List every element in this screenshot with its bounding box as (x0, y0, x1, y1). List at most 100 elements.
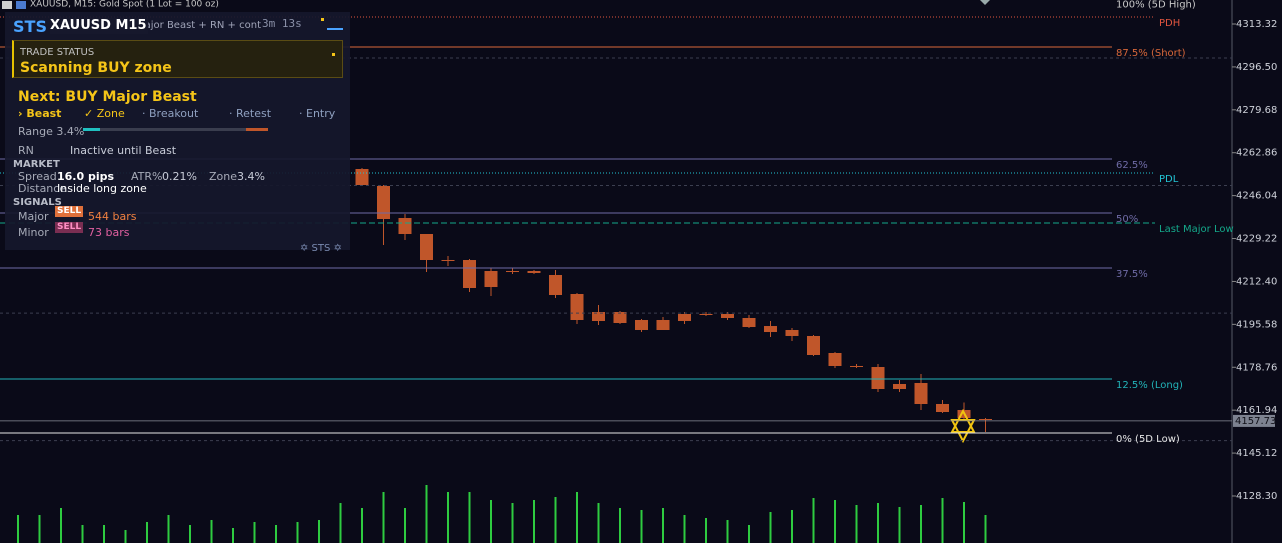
volume-bar (791, 510, 793, 543)
major-label: Major (18, 210, 49, 223)
panel-logo: STS (13, 17, 47, 36)
window-icon (16, 1, 26, 9)
minimize-button[interactable] (327, 28, 343, 30)
volume-bar (576, 492, 578, 543)
fib-label: 12.5% (Long) (1116, 380, 1183, 391)
range-marker (246, 128, 268, 131)
range-label: Range 3.4% (18, 125, 85, 138)
candle-body (807, 335, 820, 355)
volume-bar (425, 485, 428, 543)
candle-body (893, 383, 906, 389)
volume-bar (748, 525, 750, 543)
volume-bar (275, 525, 277, 543)
chart-title: XAUUSD, M15: Gold Spot (1 Lot = 100 oz) (30, 0, 219, 10)
key-level-label: Last Major Low (1159, 224, 1234, 235)
step: ✓ Zone (84, 107, 125, 120)
y-tick-label: 4262.86 (1236, 148, 1277, 159)
volume-bar (447, 492, 449, 543)
panel-symbol: XAUUSD M15 (50, 18, 148, 34)
distance-label: Distance (18, 182, 67, 195)
step: › Beast (18, 107, 62, 120)
rn-value: Inactive until Beast (70, 144, 177, 157)
volume-bar (705, 518, 707, 543)
step: · Breakout (142, 107, 199, 120)
window-icon (2, 1, 12, 9)
y-tick-label: 4161.94 (1236, 405, 1277, 416)
volume-bar (640, 510, 643, 543)
volume-bar (533, 500, 535, 543)
status-box: TRADE STATUS Scanning BUY zone (12, 40, 343, 78)
volume-bar (812, 498, 815, 543)
volume-bar (38, 515, 41, 543)
step: · Retest (229, 107, 272, 120)
status-panel: STS Major Beast + RN + cont XAUUSD M15 3… (5, 12, 350, 254)
candle-body (549, 274, 562, 295)
star-triangle (950, 419, 976, 444)
volume-bar (877, 503, 879, 543)
volume-bar (468, 492, 471, 543)
star-triangle (950, 408, 976, 433)
fib-label: 62.5% (1116, 160, 1148, 171)
candle-body (613, 312, 627, 324)
candle-body (506, 270, 519, 273)
fib-label: 87.5% (Short) (1116, 48, 1186, 59)
y-tick-label: 4195.58 (1236, 319, 1277, 330)
range-track (83, 128, 268, 131)
candle-body (656, 319, 670, 330)
volume-bar (60, 508, 62, 543)
last-price-box (1233, 414, 1275, 427)
candle-body (570, 293, 584, 320)
candle-body (678, 313, 691, 321)
volume-bar (855, 505, 858, 543)
panel-mode: Major Beast + RN + cont (136, 20, 261, 31)
candle-body (979, 418, 992, 420)
volume-bar (834, 500, 836, 543)
range-fill (83, 128, 100, 131)
candle-body (355, 169, 369, 185)
volume-bar (253, 522, 256, 543)
volume-bar (81, 525, 84, 543)
volume-bar (597, 503, 600, 543)
volume-bar (103, 525, 105, 543)
status-text: Scanning BUY zone (20, 60, 172, 76)
zone-value: 3.4% (237, 170, 265, 183)
major-signal: SELL (55, 206, 84, 217)
signal-star (950, 408, 976, 444)
status-title: TRADE STATUS (20, 47, 95, 58)
candle-body (377, 185, 390, 220)
last-price-label: 4157.73 (1235, 416, 1276, 427)
candle-body (635, 319, 648, 330)
volume-bar (963, 502, 965, 543)
candle-body (398, 218, 412, 235)
volume-bar (296, 522, 299, 543)
section-title: MARKET (13, 159, 60, 170)
volume-bar (769, 512, 772, 543)
candle-body (785, 329, 799, 336)
candle-body (592, 312, 605, 321)
volume-bar (941, 498, 944, 543)
y-tick-label: 4279.68 (1236, 105, 1277, 116)
spread-value: 16.0 pips (57, 170, 115, 183)
fib-label: 0% (5D Low) (1116, 434, 1180, 445)
y-tick-label: 4145.12 (1236, 448, 1277, 459)
volume-bar (920, 505, 922, 543)
minor-signal: SELL (55, 222, 84, 233)
minor-label: Minor (18, 226, 49, 239)
volume-bar (554, 497, 557, 543)
volume-bar (210, 520, 213, 543)
volume-bar (339, 503, 342, 543)
volume-bar (361, 508, 363, 543)
volume-bar (511, 503, 514, 543)
section-title: SIGNALS (13, 197, 62, 208)
volume-bar (382, 492, 385, 543)
atr-label: ATR% (131, 170, 163, 183)
indicator-dot (332, 53, 335, 56)
candle-body (527, 270, 541, 274)
candle-body (721, 313, 734, 319)
minor-age: 73 bars (88, 226, 130, 239)
fib-label: 50% (1116, 214, 1138, 225)
y-tick-label: 4229.22 (1236, 234, 1277, 245)
volume-bar (167, 515, 170, 543)
volume-bar (17, 515, 19, 543)
